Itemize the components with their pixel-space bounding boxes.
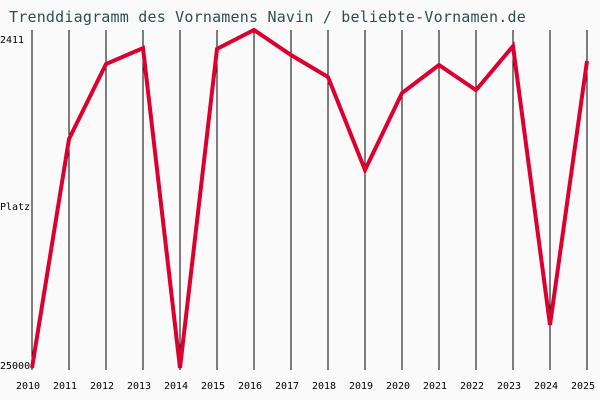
y-axis-title: Platz: [0, 202, 31, 213]
chart-title: Trenddiagramm des Vornamens Navin / beli…: [9, 8, 526, 26]
x-tick-label: 2024: [533, 381, 559, 392]
x-tick-label: 2017: [274, 381, 300, 392]
x-tick-label: 2023: [496, 381, 522, 392]
x-tick-label: 2015: [200, 381, 226, 392]
x-tick-label: 2014: [163, 381, 189, 392]
series-line-navin: [30, 27, 589, 369]
x-tick-label: 2013: [126, 381, 152, 392]
y-axis-top-label: 2411: [0, 35, 25, 46]
x-tick-label: 2011: [52, 381, 78, 392]
x-tick-label: 2021: [422, 381, 448, 392]
x-tick-label: 2012: [89, 381, 115, 392]
x-tick-label: 2016: [237, 381, 263, 392]
x-tick-label: 2019: [348, 381, 374, 392]
x-tick-label: 2018: [311, 381, 337, 392]
x-tick-label: 2010: [15, 381, 41, 392]
x-tick-label: 2025: [570, 381, 596, 392]
y-axis-bottom-label: 25000: [0, 361, 31, 372]
x-tick-label: 2020: [385, 381, 411, 392]
x-tick-label: 2022: [459, 381, 485, 392]
